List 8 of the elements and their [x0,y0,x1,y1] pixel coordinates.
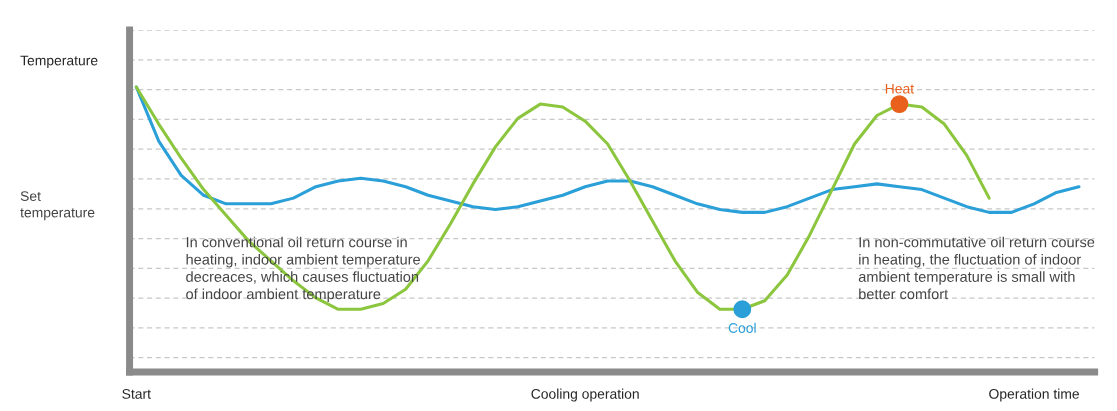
series-label: Heat [885,83,914,94]
text: Set temperature [20,191,95,221]
x-tick-label: Start [122,388,151,399]
y-axis-title: Temperature [20,55,98,69]
series-label: Cool [728,322,756,333]
x-tick-label: Cooling operation [531,388,639,402]
annotation: In non-commutative oil return course in heating, the fluctuation of indoor ambient temperature is small with better comfort [858,236,1095,300]
x-tick-label: Operation time [989,388,1079,402]
